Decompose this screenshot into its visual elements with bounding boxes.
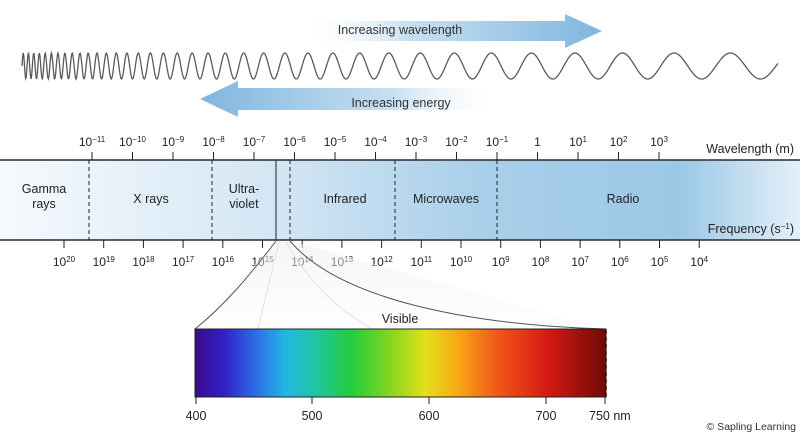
wavelength-tick-label: 1 bbox=[534, 135, 541, 149]
frequency-tick-label: 1017 bbox=[172, 255, 195, 270]
frequency-tick-label: 104 bbox=[690, 255, 708, 270]
wavelength-tick-label: 10−10 bbox=[119, 135, 146, 150]
region-label-gamma: Gamma bbox=[22, 182, 67, 196]
frequency-tick-label: 108 bbox=[531, 255, 549, 270]
visible-tick-label: 400 bbox=[186, 409, 207, 423]
visible-tick-labels: 400 500 600 700 750 nm bbox=[186, 397, 631, 423]
frequency-tick-labels: 1020101910181017101610151014101310121011… bbox=[53, 240, 709, 269]
wavelength-tick-label: 10−9 bbox=[162, 135, 185, 150]
wavelength-tick-label: 10−5 bbox=[324, 135, 347, 150]
frequency-tick-label: 1011 bbox=[410, 255, 432, 270]
frequency-tick-label: 109 bbox=[492, 255, 510, 270]
spectrum-band bbox=[0, 159, 800, 241]
visible-tick-label: 700 bbox=[536, 409, 557, 423]
wavelength-tick-label: 10−3 bbox=[405, 135, 428, 150]
visible-label: Visible bbox=[382, 312, 419, 326]
visible-tick-label: 500 bbox=[302, 409, 323, 423]
increasing-energy-label: Increasing energy bbox=[351, 96, 451, 110]
wavelength-tick-label: 10−1 bbox=[486, 135, 509, 150]
frequency-tick-label: 1018 bbox=[132, 255, 155, 270]
wave-illustration bbox=[21, 50, 779, 82]
frequency-tick-label: 1019 bbox=[93, 255, 116, 270]
wavelength-tick-label: 103 bbox=[650, 135, 668, 150]
wavelength-tick-label: 102 bbox=[610, 135, 628, 150]
frequency-tick-label: 105 bbox=[651, 255, 669, 270]
frequency-axis-title: Frequency (s−1) bbox=[708, 222, 794, 237]
credit-text: © Sapling Learning bbox=[707, 421, 797, 433]
wavelength-tick-label: 10−8 bbox=[202, 135, 225, 150]
wavelength-tick-label: 101 bbox=[569, 135, 587, 150]
visible-spectrum-bar bbox=[194, 328, 607, 398]
wavelength-tick-label: 10−11 bbox=[79, 135, 106, 150]
region-label-ultraviolet: Ultra- bbox=[229, 182, 260, 196]
region-label-gamma: rays bbox=[32, 197, 56, 211]
frequency-tick-label: 1020 bbox=[53, 255, 76, 270]
increasing-wavelength-arrow: Increasing wavelength bbox=[300, 14, 602, 48]
increasing-wavelength-label: Increasing wavelength bbox=[338, 23, 462, 37]
visible-tick-label: 750 nm bbox=[589, 409, 631, 423]
frequency-tick-label: 107 bbox=[571, 255, 589, 270]
wavelength-tick-label: 10−2 bbox=[445, 135, 468, 150]
frequency-tick-label: 1016 bbox=[212, 255, 235, 270]
wavelength-tick-label: 10−6 bbox=[283, 135, 306, 150]
wavelength-tick-label: 10−4 bbox=[364, 135, 387, 150]
region-label-radio: Radio bbox=[607, 192, 640, 206]
frequency-tick-label: 1010 bbox=[450, 255, 473, 270]
visible-tick-label: 600 bbox=[419, 409, 440, 423]
frequency-tick-label: 106 bbox=[611, 255, 629, 270]
wavelength-tick-labels: 10−11 10−10 10−9 10−8 10−7 10−6 10−5 10−4 10−3 10… bbox=[79, 135, 668, 160]
region-label-ultraviolet: violet bbox=[229, 197, 259, 211]
wavelength-tick-label: 10−7 bbox=[243, 135, 266, 150]
wavelength-axis-title: Wavelength (m) bbox=[706, 142, 794, 156]
region-label-xrays: X rays bbox=[133, 192, 168, 206]
region-label-infrared: Infrared bbox=[323, 192, 366, 206]
region-label-microwaves: Microwaves bbox=[413, 192, 479, 206]
visible-zoom-fan bbox=[194, 240, 607, 330]
increasing-energy-arrow: Increasing energy bbox=[200, 81, 500, 117]
